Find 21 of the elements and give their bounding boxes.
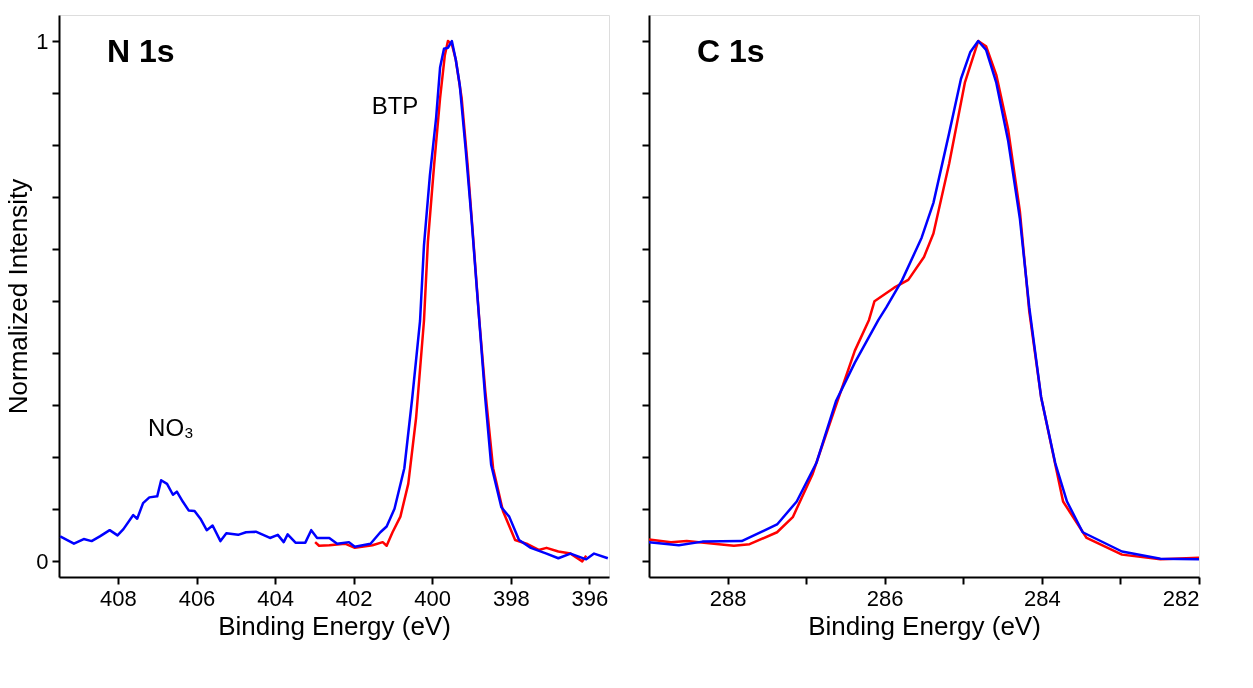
x-tick-label: 284	[1024, 585, 1061, 611]
text: N 1s	[107, 33, 175, 69]
y-axis-title: Normalized Intensity	[3, 178, 34, 415]
annotation: NO₃	[148, 414, 194, 441]
x-tick-label: 406	[178, 585, 216, 611]
x-tick-label: 400	[414, 585, 452, 611]
x-tick-label: 402	[335, 585, 373, 611]
x-tick-label: 398	[492, 585, 530, 611]
x-tick-label: 404	[257, 585, 294, 611]
x-axis-title: Binding Energy (eV)	[218, 610, 451, 641]
annotation: BTP	[371, 92, 419, 119]
x-tick-label: 408	[100, 585, 137, 611]
x-tick-label: 286	[866, 585, 904, 611]
x-tick-label: 288	[709, 585, 747, 611]
text: C 1s	[697, 33, 765, 69]
x-tick-label: 282	[1162, 585, 1200, 611]
y-tick-label: 0	[36, 548, 49, 574]
x-axis-title: Binding Energy (eV)	[808, 610, 1041, 641]
y-tick-label: 1	[36, 28, 49, 54]
x-tick-label: 396	[571, 585, 609, 611]
line-series	[59, 39, 609, 561]
